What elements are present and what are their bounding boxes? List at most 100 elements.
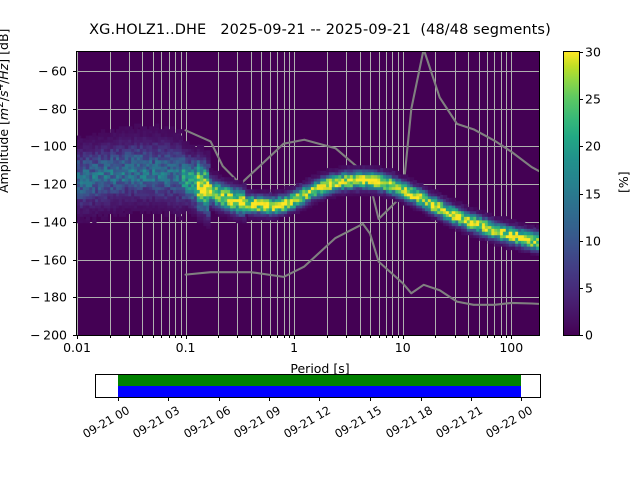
timeline-tick: [420, 397, 422, 401]
psd-density-canvas: [77, 52, 539, 335]
x-axis-tick: [468, 335, 470, 338]
x-axis-tick: [185, 335, 187, 339]
timeline-tick-label: 09-21 09: [231, 403, 284, 441]
x-axis-tick: [77, 335, 78, 339]
y-axis-tick: [73, 184, 77, 186]
y-axis-tick-label: − 120: [30, 176, 67, 192]
x-axis-tick: [478, 335, 480, 338]
y-axis-tick-label: − 180: [30, 289, 67, 305]
x-axis-tick-label: 100: [499, 340, 524, 355]
colorbar-tick-label: 5: [585, 280, 593, 296]
colorbar-tick: [579, 193, 583, 195]
x-axis-tick: [152, 335, 154, 338]
colorbar-tick: [579, 335, 583, 336]
x-axis-tick-label: 10: [394, 340, 411, 355]
ppsd-plot-area[interactable]: − 60− 80− 100− 120− 140− 160− 180− 200 0.…: [30, 51, 540, 355]
y-axis-tick: [73, 221, 77, 223]
timeline-tick: [470, 397, 472, 401]
coverage-timeline[interactable]: 09-21 00 09-21 03 09-21 06 09-21 09 09-21 12…: [80, 374, 541, 441]
coverage-blue[interactable]: [117, 386, 522, 397]
timeline-tick: [521, 397, 523, 401]
y-axis-tick-label: − 200: [30, 327, 67, 343]
x-axis-tick: [385, 335, 387, 338]
colorbar-tick: [579, 146, 583, 148]
colorbar-tick-label: 15: [585, 186, 601, 201]
x-axis-tick: [345, 335, 347, 338]
timeline-tick-label: 09-21 15: [332, 403, 384, 441]
x-axis-tick: [392, 335, 394, 338]
colorbar-tick-label: 20: [585, 138, 601, 154]
y-axis-tick: [73, 70, 77, 72]
x-axis-tick: [237, 335, 239, 338]
timeline-tick-label: 09-21 06: [180, 403, 233, 441]
y-axis-tick-label: − 100: [30, 138, 67, 154]
x-axis-tick: [370, 335, 372, 338]
x-axis-tick: [494, 335, 496, 338]
colorbar-tick: [579, 240, 583, 242]
y-axis-tick-label: − 80: [38, 101, 67, 117]
colorbar-tick-label: 25: [585, 91, 601, 107]
x-axis-tick: [500, 335, 502, 338]
x-axis-tick: [250, 335, 252, 338]
x-axis-tick: [289, 335, 291, 338]
y-axis-tick-label: − 140: [30, 214, 67, 230]
y-axis-tick: [73, 297, 77, 299]
timeline-tick-label: 09-21 00: [79, 403, 132, 441]
timeline-tick: [269, 397, 271, 401]
colorbar-tick: [579, 99, 583, 101]
x-axis-tick: [435, 335, 437, 338]
x-axis-tick: [277, 335, 279, 338]
timeline-tick: [117, 397, 119, 401]
x-axis-tick: [487, 335, 489, 338]
x-axis-label: Period [s]: [290, 361, 350, 376]
x-axis-tick: [454, 335, 456, 338]
colorbar[interactable]: 0 5 10 15 20 25 30: [563, 45, 601, 343]
x-axis-tick: [402, 335, 404, 339]
x-axis-tick: [218, 335, 220, 338]
x-axis-tick-label: 0.01: [63, 340, 91, 355]
colorbar-tick: [579, 52, 583, 53]
x-axis-tick: [378, 335, 380, 338]
x-axis-tick: [109, 335, 111, 338]
x-axis-tick: [142, 335, 144, 338]
y-axis-tick-label: − 60: [38, 63, 67, 79]
timeline-tick: [319, 397, 321, 401]
y-axis-tick: [73, 259, 77, 261]
x-axis-tick: [326, 335, 328, 338]
colorbar-tick-label: 0: [585, 327, 593, 343]
y-axis-tick: [73, 108, 77, 110]
timeline-tick-label: 09-21 18: [382, 403, 435, 441]
colorbar-tick-label: 30: [585, 44, 601, 60]
coverage-green[interactable]: [117, 375, 522, 386]
x-axis-tick: [261, 335, 263, 338]
page-title: XG.HOLZ1..DHE 2025-09-21 -- 2025-09-21 (…: [89, 22, 551, 38]
y-axis-label: Amplitude [m2/s4/Hz] [dB]: [0, 28, 12, 193]
x-axis-tick: [128, 335, 130, 338]
timeline-tick: [369, 397, 371, 401]
x-axis-tick: [511, 335, 513, 339]
timeline-tick: [168, 397, 170, 401]
y-axis-tick-label: − 160: [30, 252, 67, 268]
x-axis-tick: [270, 335, 272, 338]
timeline-tick-label: 09-22 00: [483, 403, 536, 441]
x-axis-tick: [294, 335, 296, 339]
x-axis-tick: [283, 335, 285, 338]
colorbar-tick-label: 10: [585, 233, 601, 249]
timeline-tick: [218, 397, 220, 401]
x-axis-tick: [506, 335, 508, 338]
colorbar-label: [%]: [616, 171, 631, 193]
x-axis-tick: [180, 335, 182, 338]
x-axis-tick: [161, 335, 163, 338]
colorbar-tick: [579, 287, 583, 289]
x-axis-tick-label: 0.1: [175, 340, 196, 355]
timeline-tick-label: 09-21 03: [130, 403, 183, 441]
x-axis-tick: [175, 335, 177, 338]
psd-density-layer: [77, 52, 539, 335]
y-axis-tick: [73, 146, 77, 148]
timeline-tick-label: 09-21 21: [432, 403, 485, 441]
x-axis-tick: [397, 335, 399, 338]
y-axis-tick: [73, 335, 77, 336]
x-axis-tick: [359, 335, 361, 338]
x-axis-tick: [168, 335, 170, 338]
